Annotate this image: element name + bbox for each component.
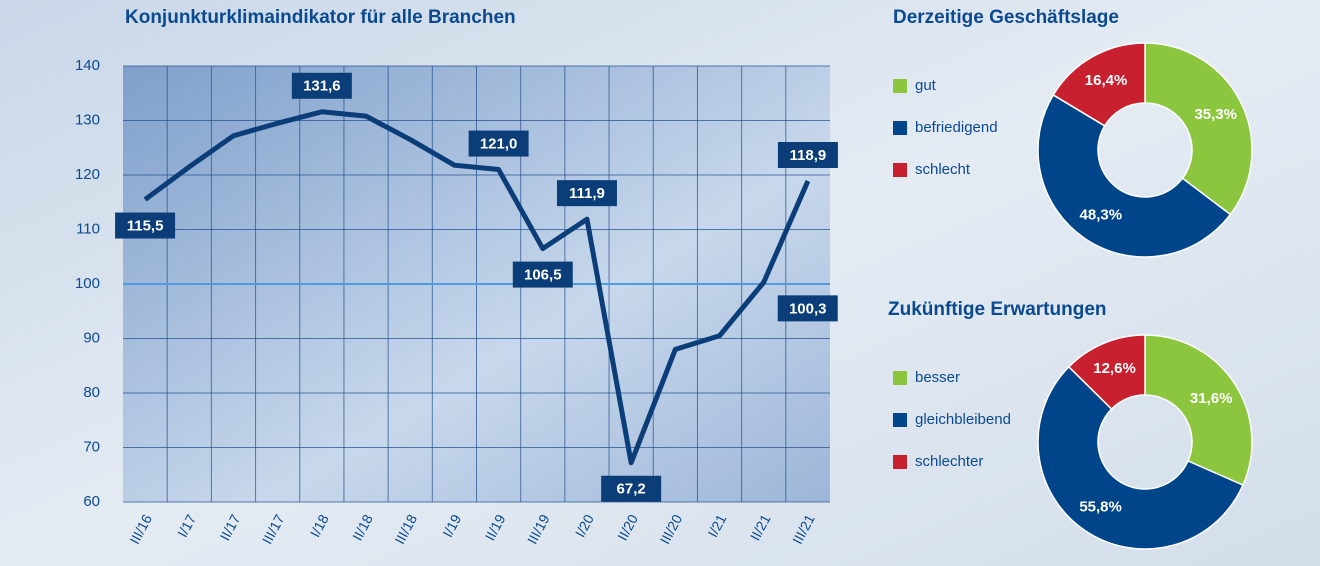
donut-slice bbox=[1144, 42, 1253, 216]
value-label: 121,0 bbox=[480, 136, 518, 153]
y-tick-label: 60 bbox=[83, 493, 100, 510]
value-label: 31,6% bbox=[1190, 390, 1233, 407]
legend-swatch bbox=[893, 455, 907, 469]
donut-slice bbox=[1144, 334, 1253, 487]
line bbox=[143, 109, 811, 466]
value-label: 111,9 bbox=[569, 185, 605, 202]
value-label: 12,6% bbox=[1093, 360, 1136, 377]
value-label: 67,2 bbox=[617, 481, 646, 498]
value-label: 131,6 bbox=[303, 78, 341, 95]
value-label-box bbox=[115, 212, 176, 239]
legend-label: gut bbox=[915, 77, 937, 94]
chart-title: Derzeitige Geschäftslage bbox=[893, 7, 1119, 28]
legend-swatch bbox=[893, 413, 907, 427]
y-tick-label: 110 bbox=[76, 220, 100, 237]
value-label: 48,3% bbox=[1080, 206, 1123, 223]
donut-slice bbox=[1037, 365, 1244, 550]
y-tick-label: 130 bbox=[75, 111, 100, 128]
y-tick-label: 70 bbox=[83, 438, 100, 455]
value-label: 100,3 bbox=[789, 300, 827, 317]
legend-swatch bbox=[893, 163, 907, 177]
donut-slice bbox=[1067, 334, 1146, 411]
legend-label: gleichbleibend bbox=[915, 411, 1011, 428]
chart-title: Zukünftige Erwartungen bbox=[888, 299, 1107, 320]
y-tick-label: 100 bbox=[75, 275, 100, 292]
value-label-box bbox=[512, 261, 573, 288]
legend-label: besser bbox=[915, 369, 960, 386]
legend-swatch bbox=[893, 121, 907, 135]
donut-slice bbox=[1052, 42, 1146, 127]
value-label-box bbox=[291, 72, 352, 99]
legend-swatch bbox=[893, 79, 907, 93]
value-label-box bbox=[777, 141, 838, 168]
y-tick-label: 120 bbox=[75, 166, 100, 183]
y-tick-label: 90 bbox=[83, 329, 100, 346]
value-label: 35,3% bbox=[1194, 106, 1237, 123]
value-label: 106,5 bbox=[524, 267, 562, 284]
legend-swatch bbox=[893, 371, 907, 385]
value-label-box bbox=[601, 475, 662, 502]
y-tick-label: 140 bbox=[75, 57, 100, 74]
value-label-box bbox=[468, 130, 529, 157]
legend-label: befriedigend bbox=[915, 119, 998, 136]
donut-slice bbox=[1037, 93, 1232, 258]
value-label: 118,9 bbox=[790, 147, 827, 164]
y-tick-label: 80 bbox=[83, 384, 100, 401]
chart-title: Konjunkturklimaindikator für alle Branch… bbox=[125, 7, 516, 28]
value-label: 55,8% bbox=[1079, 498, 1122, 515]
value-label-box bbox=[777, 295, 838, 322]
legend-label: schlecht bbox=[915, 161, 971, 178]
legend-label: schlechter bbox=[915, 453, 983, 470]
value-label: 16,4% bbox=[1085, 72, 1128, 89]
value-label-box bbox=[556, 180, 617, 207]
value-label: 115,5 bbox=[127, 217, 164, 234]
